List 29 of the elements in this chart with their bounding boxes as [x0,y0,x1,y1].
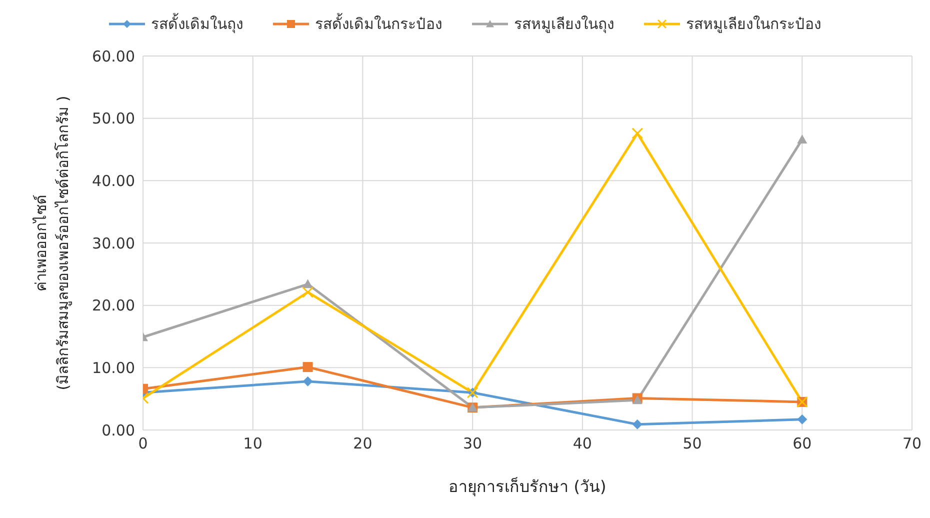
x-tick-label: 50 [682,434,702,453]
y-tick-label: 10.00 [92,358,135,377]
point [302,286,314,298]
x-tick-label: 30 [463,434,482,453]
legend-label: รสดั้งเดิมในกระป๋อง [315,12,442,35]
legend-label: รสหมูเลียงในถุง [514,14,614,36]
y-tick-label: 40.00 [92,172,135,190]
point [632,419,642,430]
point [797,414,808,424]
legend-label: รสหมูเลียงในกระป๋อง [686,14,821,35]
point [302,362,313,372]
x-tick-label: 40 [572,434,592,453]
x-tick-label: 60 [792,434,812,453]
x-tick-label: 0 [138,434,148,453]
legend-label: รสดั้งเดิมในถุง [151,12,243,36]
x-tick-label: 10 [243,434,262,453]
y-tick-label: 20.00 [92,296,135,315]
x-tick-label: 20 [353,434,372,453]
y-tick-label: 30.00 [92,234,135,252]
x-axis-title: อายุการเก็บรักษา (วัน) [448,476,606,497]
point [632,128,644,140]
y-tick-label: 0.00 [102,421,135,440]
y-tick-label: 60.00 [92,47,135,66]
point [797,134,808,144]
x-tick-label: 70 [902,434,922,453]
y-axis-title: ค่าเพอออกไซด์ (มิลลิกรัมสมมูลของเพอร์ออกไซด์ต่อกิโลกรัม ) [32,96,72,390]
y-tick-label: 50.00 [92,110,135,128]
point [302,376,313,386]
point [302,279,313,288]
